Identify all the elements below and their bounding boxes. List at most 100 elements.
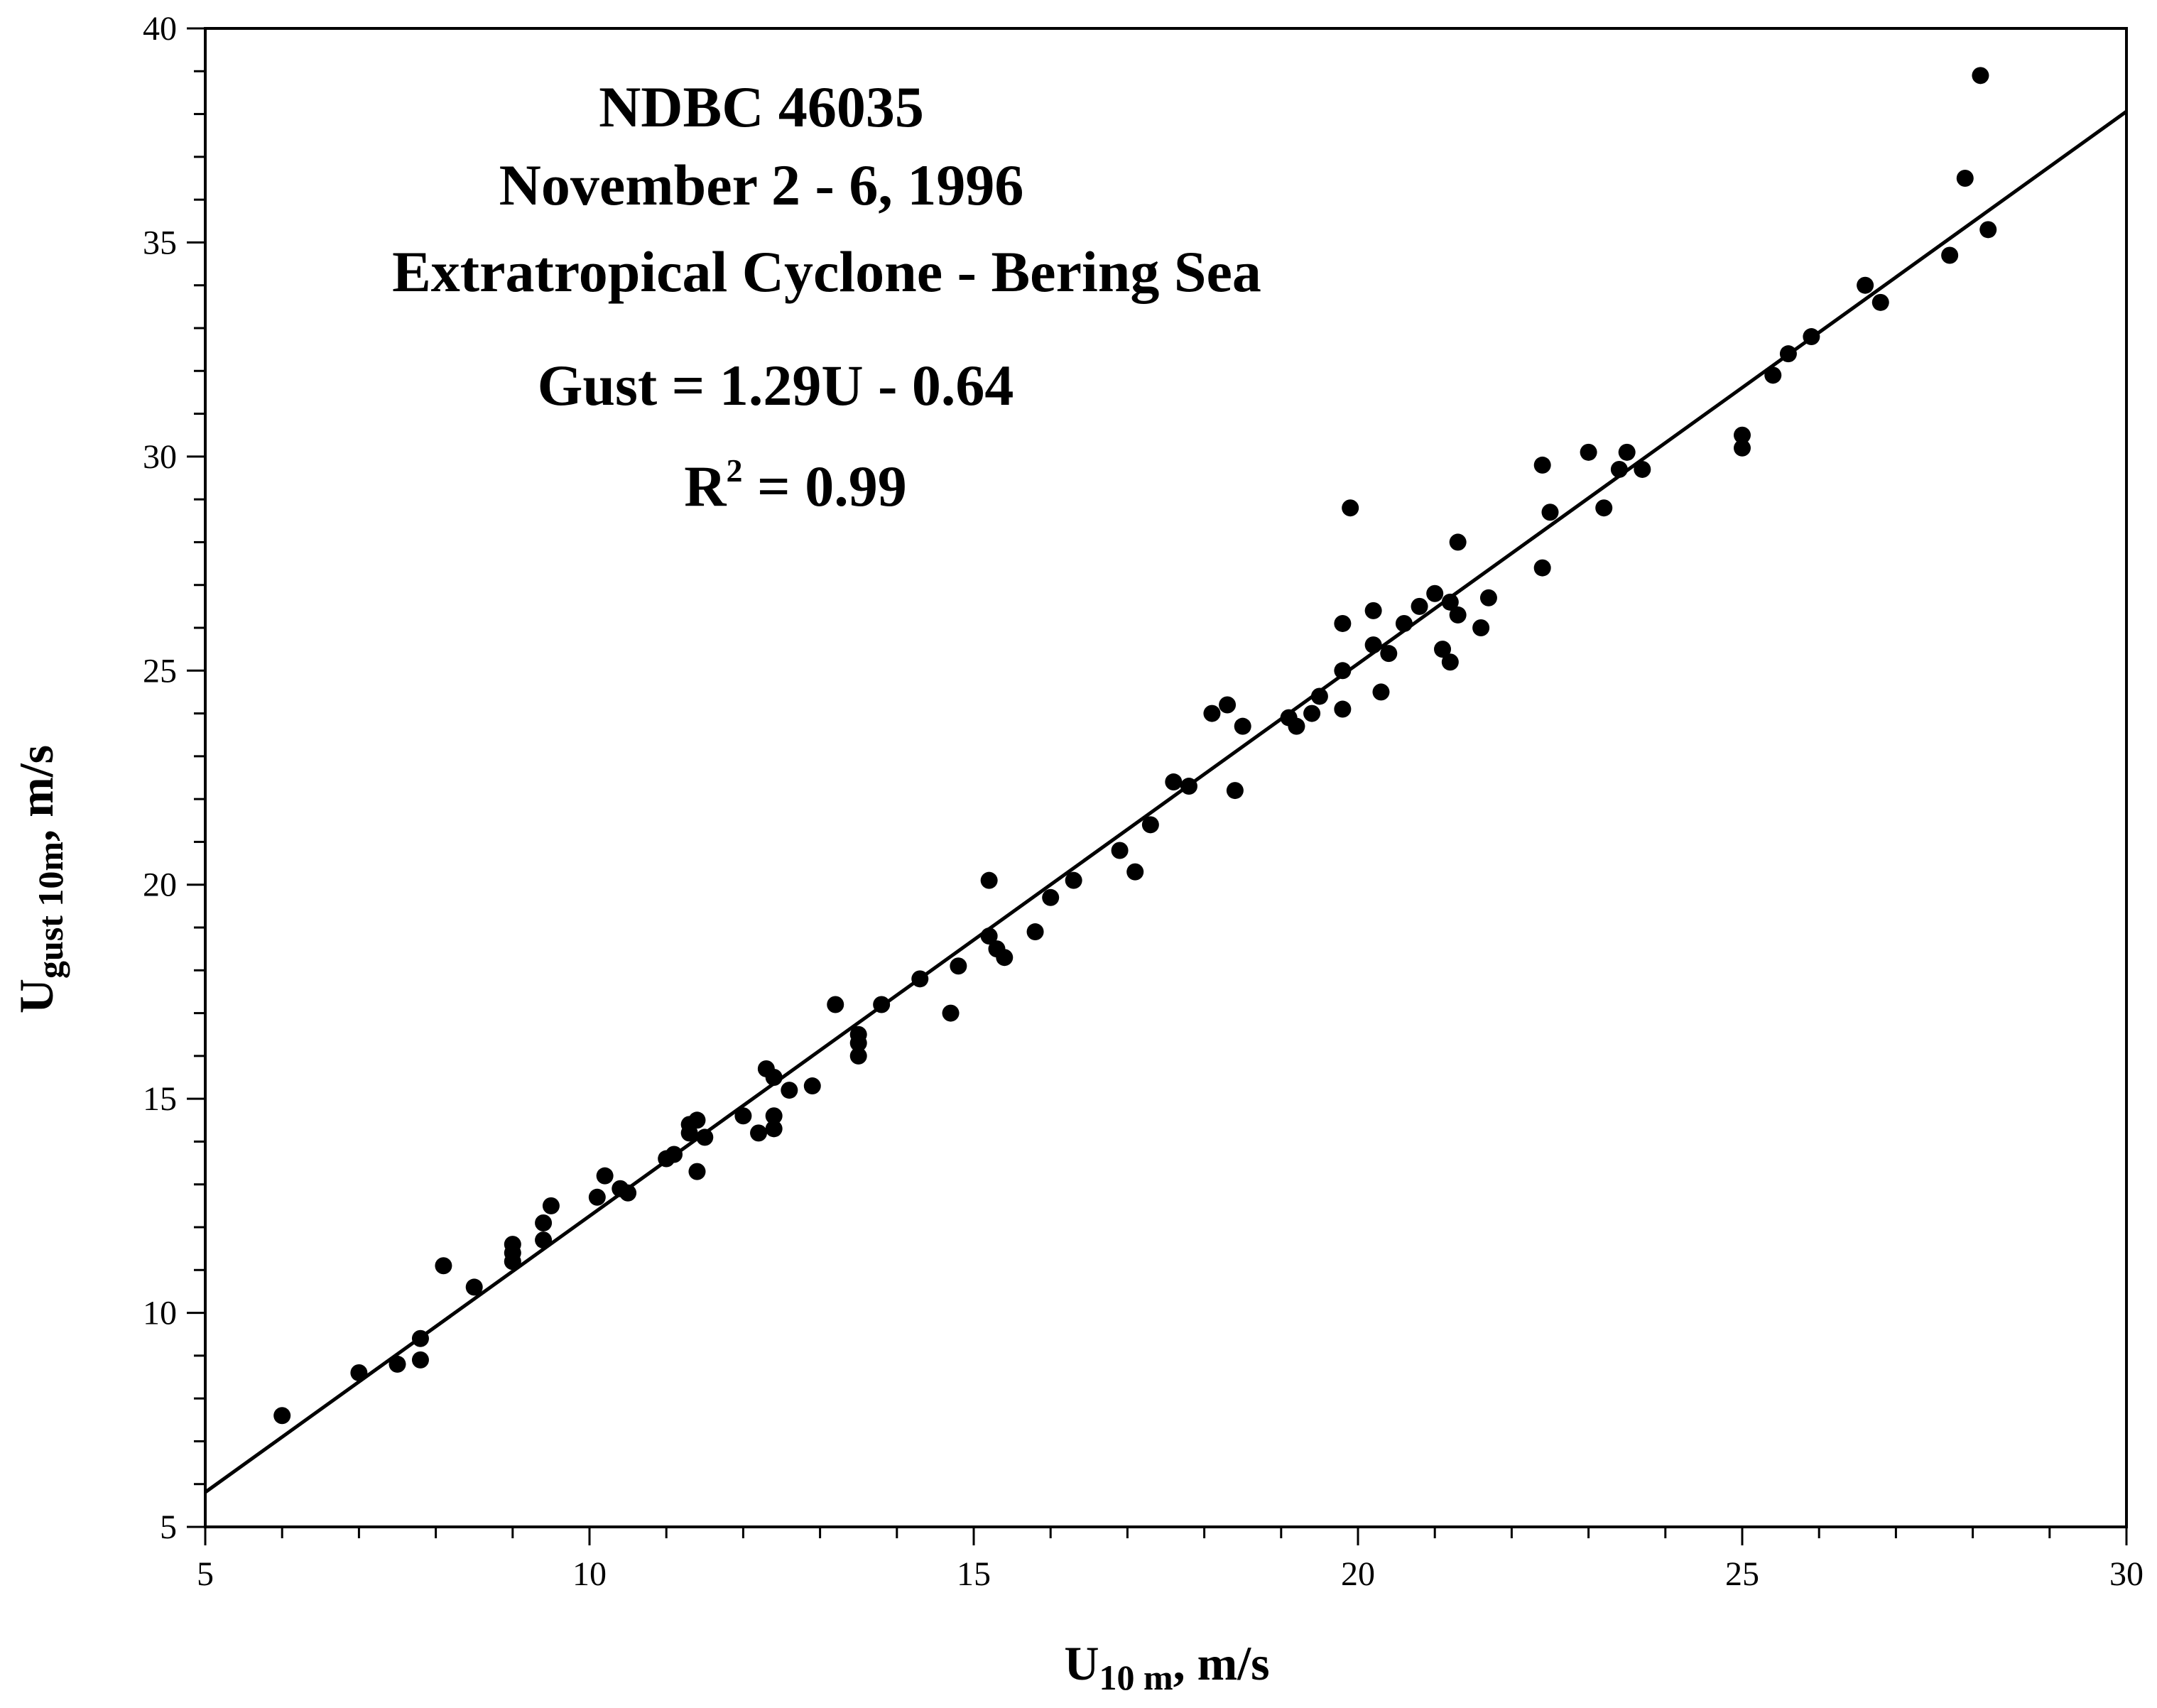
data-point — [781, 1082, 798, 1099]
data-point — [980, 928, 998, 945]
data-point — [1364, 636, 1382, 654]
y-axis-title: Ugust 10m, m/s — [9, 745, 70, 1013]
data-point — [942, 1004, 960, 1022]
data-point — [1634, 460, 1651, 478]
data-point — [535, 1231, 553, 1249]
data-point — [542, 1197, 560, 1214]
x-tick-label: 25 — [1725, 1555, 1759, 1593]
data-point — [273, 1407, 291, 1425]
axes: 5 10 15 20 25 30 5 10 15 20 25 30 35 40 — [143, 10, 2144, 1593]
data-point — [734, 1107, 752, 1125]
data-point — [350, 1364, 368, 1381]
data-point — [950, 957, 967, 975]
data-point — [1449, 533, 1467, 551]
y-tick-label: 10 — [143, 1295, 177, 1332]
data-point — [1871, 293, 1889, 311]
data-point — [1541, 504, 1559, 521]
data-point — [1472, 619, 1490, 636]
y-tick-label: 35 — [143, 224, 177, 261]
y-tick-label: 30 — [143, 438, 177, 476]
data-point — [1141, 816, 1159, 834]
data-point — [1533, 559, 1551, 577]
data-point — [996, 949, 1014, 967]
data-point — [750, 1124, 768, 1142]
data-point — [696, 1128, 714, 1146]
data-point — [1595, 499, 1613, 517]
data-point — [765, 1069, 783, 1086]
data-point — [1426, 584, 1444, 602]
data-point — [911, 970, 929, 988]
data-point — [619, 1184, 637, 1202]
data-point — [849, 1034, 867, 1052]
data-point — [665, 1146, 683, 1163]
data-point — [1533, 456, 1551, 474]
data-point — [1026, 923, 1044, 941]
data-point — [588, 1188, 606, 1206]
data-point — [1580, 443, 1597, 461]
data-point — [1449, 606, 1467, 624]
data-point — [980, 871, 998, 889]
data-point — [688, 1111, 706, 1129]
data-point — [596, 1167, 614, 1185]
data-point — [1441, 653, 1459, 671]
data-points — [273, 67, 1997, 1425]
y-axis-ticks: 5 10 15 20 25 30 35 40 — [143, 10, 205, 1546]
data-point — [1803, 328, 1820, 346]
data-point — [1779, 345, 1797, 363]
data-point — [1065, 871, 1082, 889]
data-point — [1042, 888, 1060, 906]
data-point — [1219, 696, 1237, 714]
y-tick-label: 20 — [143, 866, 177, 904]
data-point — [1734, 426, 1751, 444]
data-point — [1126, 863, 1144, 881]
data-point — [1979, 221, 1997, 239]
data-point — [1380, 645, 1398, 663]
data-point — [1434, 641, 1452, 658]
x-tick-label: 20 — [1341, 1555, 1375, 1593]
data-point — [465, 1278, 483, 1296]
data-point — [688, 1163, 706, 1180]
data-point — [1372, 683, 1390, 701]
data-point — [1303, 705, 1321, 722]
plot-area-frame — [204, 27, 2128, 1528]
chart-title-line-1: NDBC 46035 — [599, 75, 924, 139]
data-point — [1411, 597, 1428, 615]
chart-title-line-2: November 2 - 6, 1996 — [499, 153, 1024, 217]
data-point — [1180, 778, 1197, 795]
r-squared-label: R2 = 0.99 — [684, 452, 906, 518]
data-point — [1334, 662, 1352, 680]
data-point — [1956, 170, 1974, 187]
data-point — [1334, 700, 1352, 718]
data-point — [1203, 705, 1221, 722]
x-axis-title: U10 m, m/s — [1064, 1636, 1269, 1697]
data-point — [1288, 717, 1305, 735]
x-tick-label: 5 — [197, 1555, 214, 1593]
y-tick-label: 5 — [160, 1508, 177, 1546]
data-point — [411, 1351, 429, 1369]
regression-line — [204, 109, 2128, 1494]
data-point — [1734, 439, 1751, 457]
data-point — [765, 1120, 783, 1138]
data-point — [535, 1214, 553, 1231]
x-tick-label: 30 — [2109, 1555, 2144, 1593]
data-point — [1165, 773, 1183, 791]
x-tick-label: 10 — [572, 1555, 607, 1593]
fit-equation: Gust = 1.29U - 0.64 — [538, 353, 1014, 418]
data-point — [765, 1107, 783, 1125]
data-point — [389, 1355, 406, 1373]
data-point — [873, 996, 891, 1013]
data-point — [1111, 842, 1129, 859]
data-point — [1310, 687, 1328, 705]
y-tick-label: 15 — [143, 1080, 177, 1118]
data-point — [1479, 589, 1497, 606]
data-point — [1342, 499, 1359, 517]
data-point — [1764, 366, 1782, 384]
data-point — [1226, 782, 1244, 800]
chart-title-line-3: Extratropical Cyclone - Bering Sea — [392, 239, 1261, 304]
data-point — [1364, 602, 1382, 619]
data-point — [504, 1236, 521, 1253]
x-axis-ticks: 5 10 15 20 25 30 — [197, 1527, 2144, 1593]
y-tick-label: 25 — [143, 652, 177, 690]
data-point — [1334, 614, 1352, 632]
